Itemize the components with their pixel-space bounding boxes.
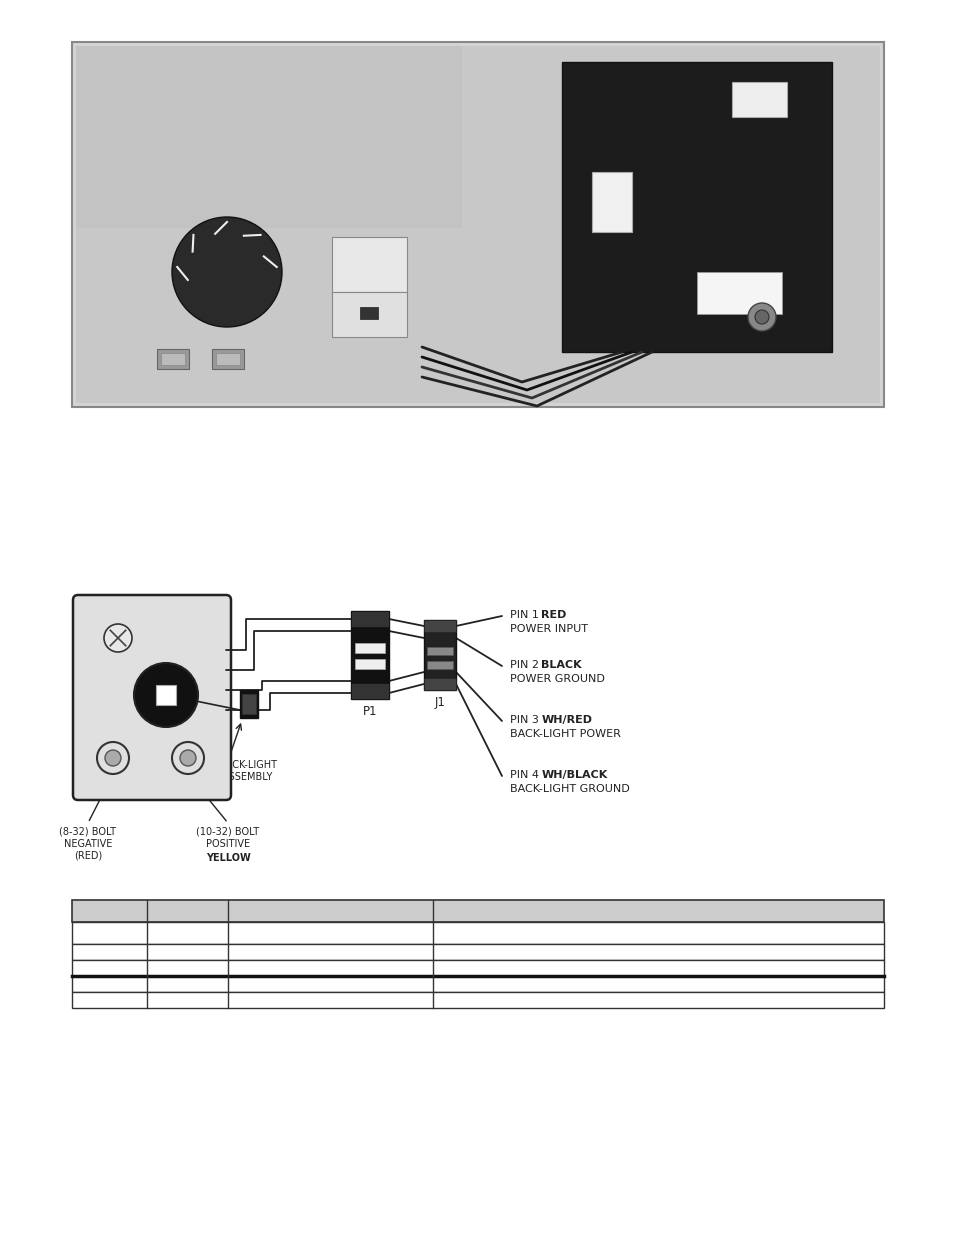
Text: J1: J1 — [435, 697, 445, 709]
Bar — [212, 350, 244, 369]
Bar — [592, 172, 631, 232]
Bar — [731, 82, 786, 117]
Bar — [215, 353, 240, 366]
Bar — [423, 620, 456, 632]
Bar — [351, 611, 389, 627]
Text: PIN 1: PIN 1 — [510, 610, 542, 620]
Bar — [351, 611, 389, 699]
Circle shape — [754, 310, 768, 324]
Bar — [240, 690, 257, 718]
Text: WH/BLACK: WH/BLACK — [540, 769, 607, 781]
Bar — [697, 272, 781, 314]
FancyBboxPatch shape — [73, 595, 231, 800]
Bar — [351, 683, 389, 699]
Bar — [161, 353, 185, 366]
Bar — [71, 923, 883, 944]
Bar — [561, 62, 831, 352]
Bar — [242, 694, 255, 714]
Circle shape — [104, 624, 132, 652]
Bar — [76, 46, 879, 403]
Bar — [157, 350, 189, 369]
Text: BACK-LIGHT
ASSEMBLY: BACK-LIGHT ASSEMBLY — [219, 760, 276, 782]
Text: POWER INPUT: POWER INPUT — [510, 624, 587, 634]
Bar — [427, 661, 453, 669]
Bar — [355, 643, 385, 653]
Bar — [76, 46, 461, 228]
Text: BLACK: BLACK — [540, 659, 581, 671]
Bar — [427, 647, 453, 655]
Text: (8-32) BOLT
NEGATIVE
(RED): (8-32) BOLT NEGATIVE (RED) — [59, 827, 116, 861]
Text: WH/RED: WH/RED — [540, 715, 592, 725]
Bar — [71, 960, 883, 976]
Bar — [71, 976, 883, 992]
Circle shape — [97, 742, 129, 774]
Bar — [71, 992, 883, 1008]
Circle shape — [747, 303, 775, 331]
Bar — [71, 42, 883, 408]
Bar — [332, 237, 407, 291]
Circle shape — [180, 750, 195, 766]
Circle shape — [172, 217, 282, 327]
Bar — [71, 944, 883, 960]
Circle shape — [133, 663, 198, 727]
Text: YELLOW: YELLOW — [206, 853, 250, 863]
Circle shape — [172, 742, 204, 774]
Text: BACK-LIGHT POWER: BACK-LIGHT POWER — [510, 729, 620, 739]
Text: RED: RED — [540, 610, 566, 620]
Text: PIN 3: PIN 3 — [510, 715, 542, 725]
Bar — [423, 678, 456, 690]
Bar — [71, 900, 883, 923]
Circle shape — [105, 750, 121, 766]
Bar — [359, 308, 377, 319]
Bar — [423, 620, 456, 690]
Text: (10-32) BOLT
POSITIVE: (10-32) BOLT POSITIVE — [196, 827, 259, 848]
Text: PIN 2: PIN 2 — [510, 659, 542, 671]
Text: P1: P1 — [362, 705, 376, 718]
Bar — [355, 659, 385, 669]
Bar — [156, 685, 175, 705]
Text: BACK-LIGHT GROUND: BACK-LIGHT GROUND — [510, 784, 629, 794]
Bar — [332, 291, 407, 337]
Text: POWER GROUND: POWER GROUND — [510, 674, 604, 684]
Text: PIN 4: PIN 4 — [510, 769, 542, 781]
